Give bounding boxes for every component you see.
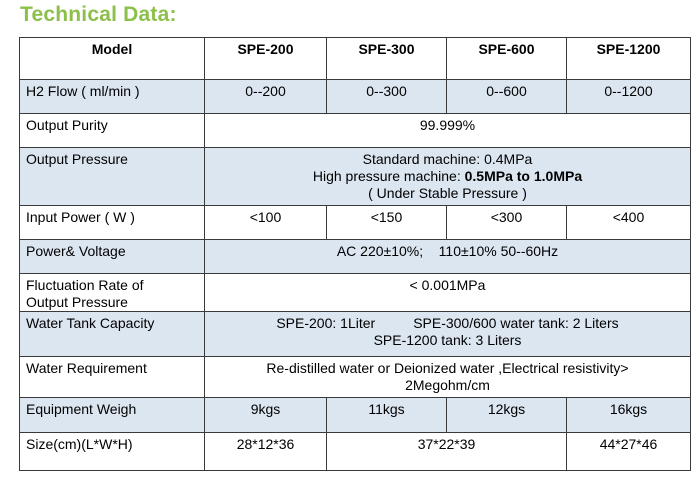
cell-value: < 0.001MPa bbox=[204, 273, 691, 312]
technical-data-table: Model SPE-200 SPE-300 SPE-600 SPE-1200 H… bbox=[19, 37, 691, 471]
pressure-line-2: High pressure machine: 0.5MPa to 1.0MPa bbox=[205, 168, 690, 185]
cell-value: Re-distilled water or Deionized water ,E… bbox=[204, 356, 691, 398]
row-label: Equipment Weigh bbox=[19, 397, 205, 433]
cell-value: 0--200 bbox=[204, 79, 327, 114]
row-label: Fluctuation Rate of Output Pressure bbox=[19, 273, 205, 312]
header-spe-600: SPE-600 bbox=[446, 37, 567, 80]
pressure-line-3: ( Under Stable Pressure ) bbox=[368, 185, 527, 201]
row-label-line-2: Output Pressure bbox=[26, 294, 128, 310]
table-header-row: Model SPE-200 SPE-300 SPE-600 SPE-1200 bbox=[19, 37, 691, 80]
cell-value: <100 bbox=[204, 205, 327, 240]
cell-value: 44*27*46 bbox=[566, 432, 691, 471]
row-output-purity: Output Purity 99.999% bbox=[19, 113, 691, 148]
header-spe-300: SPE-300 bbox=[326, 37, 447, 80]
row-h2-flow: H2 Flow ( ml/min ) 0--200 0--300 0--600 … bbox=[19, 79, 691, 114]
tank-line-1: SPE-200: 1Liter SPE-300/600 water tank: 2… bbox=[205, 315, 690, 332]
page-title: Technical Data: bbox=[20, 3, 177, 26]
tank-spe-300-600: SPE-300/600 water tank: 2 Liters bbox=[413, 315, 619, 331]
row-label: Input Power ( W ) bbox=[19, 205, 205, 240]
row-input-power: Input Power ( W ) <100 <150 <300 <400 bbox=[19, 205, 691, 240]
row-label: Size(cm)(L*W*H) bbox=[19, 432, 205, 471]
row-label: Water Tank Capacity bbox=[19, 311, 205, 357]
pressure-line-2-prefix: High pressure machine: bbox=[312, 168, 465, 184]
cell-value: Standard machine: 0.4MPa High pressure m… bbox=[204, 147, 691, 206]
tank-line-2: SPE-1200 tank: 3 Liters bbox=[373, 332, 522, 348]
cell-value: 99.999% bbox=[204, 113, 691, 148]
cell-value: <400 bbox=[566, 205, 691, 240]
header-spe-1200: SPE-1200 bbox=[566, 37, 691, 80]
cell-value: 0--1200 bbox=[566, 79, 691, 114]
row-water-tank: Water Tank Capacity SPE-200: 1Liter SPE-3… bbox=[19, 311, 691, 357]
tank-spe-200: SPE-200: 1Liter bbox=[276, 315, 376, 331]
water-line-2: 2Megohm/cm bbox=[405, 377, 490, 393]
cell-value: SPE-200: 1Liter SPE-300/600 water tank: 2… bbox=[204, 311, 691, 357]
cell-value: 12kgs bbox=[446, 397, 567, 433]
cell-value: 11kgs bbox=[326, 397, 447, 433]
cell-value: 37*22*39 bbox=[326, 432, 567, 471]
row-power-voltage: Power& Voltage AC 220±10%; 110±10% 50--6… bbox=[19, 239, 691, 274]
cell-value: AC 220±10%; 110±10% 50--60Hz bbox=[204, 239, 691, 274]
row-label: Output Pressure bbox=[19, 147, 205, 206]
row-fluctuation-rate: Fluctuation Rate of Output Pressure < 0.… bbox=[19, 273, 691, 312]
cell-value: 0--600 bbox=[446, 79, 567, 114]
cell-value: <300 bbox=[446, 205, 567, 240]
row-label: Output Purity bbox=[19, 113, 205, 148]
cell-value: 0--300 bbox=[326, 79, 447, 114]
row-label: Water Requirement bbox=[19, 356, 205, 398]
row-output-pressure: Output Pressure Standard machine: 0.4MPa… bbox=[19, 147, 691, 206]
cell-value: 16kgs bbox=[566, 397, 691, 433]
row-water-requirement: Water Requirement Re-distilled water or … bbox=[19, 356, 691, 398]
pressure-line-1: Standard machine: 0.4MPa bbox=[362, 151, 533, 167]
cell-value: 28*12*36 bbox=[204, 432, 327, 471]
row-label-line-1: Fluctuation Rate of bbox=[26, 277, 144, 293]
cell-value: <150 bbox=[326, 205, 447, 240]
header-model: Model bbox=[19, 37, 205, 80]
cell-value: 9kgs bbox=[204, 397, 327, 433]
water-line-1: Re-distilled water or Deionized water ,E… bbox=[266, 360, 629, 376]
pressure-line-2-bold: 0.5MPa to 1.0MPa bbox=[464, 168, 583, 184]
row-label: H2 Flow ( ml/min ) bbox=[19, 79, 205, 114]
header-spe-200: SPE-200 bbox=[204, 37, 327, 80]
row-label: Power& Voltage bbox=[19, 239, 205, 274]
row-equipment-weight: Equipment Weigh 9kgs 11kgs 12kgs 16kgs bbox=[19, 397, 691, 433]
row-size: Size(cm)(L*W*H) 28*12*36 37*22*39 44*27*… bbox=[19, 432, 691, 471]
